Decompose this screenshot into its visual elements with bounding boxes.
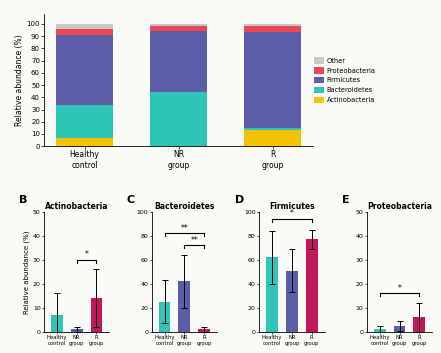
Title: Actinobacteria: Actinobacteria [45,202,108,211]
Title: Firmicutes: Firmicutes [269,202,315,211]
Bar [90,298,102,332]
Bar [150,24,207,26]
Bar [179,281,190,332]
Bar [56,35,113,104]
Bar [198,329,210,332]
Text: B: B [19,195,28,205]
Title: Proteobacteria: Proteobacteria [367,202,432,211]
Text: *: * [290,209,294,219]
Bar [56,104,113,138]
Bar [150,31,207,92]
Bar [56,138,113,146]
Bar [244,24,301,26]
Y-axis label: Relative abundance (%): Relative abundance (%) [23,230,30,313]
Bar [266,257,278,332]
Title: Bacteroidetes: Bacteroidetes [154,202,214,211]
Text: E: E [342,195,350,205]
Bar [71,329,82,332]
Bar [244,26,301,32]
Bar [286,271,298,332]
Text: C: C [127,195,135,205]
Bar [56,24,113,29]
Text: *: * [85,250,89,259]
Legend: Other, Proteobacteria, Firmicutes, Bacteroidetes, Actinobacteria: Other, Proteobacteria, Firmicutes, Bacte… [314,57,375,103]
Y-axis label: Relative abundance (%): Relative abundance (%) [15,34,24,126]
Bar [374,329,386,332]
Bar [51,315,63,332]
Text: **: ** [191,236,198,245]
Bar [244,130,301,146]
Bar [413,317,425,332]
Bar [150,92,207,146]
Bar [159,302,171,332]
Text: *: * [398,284,401,293]
Text: **: ** [180,224,188,233]
Bar [244,128,301,130]
Bar [394,326,405,332]
Text: D: D [235,195,244,205]
Bar [244,32,301,128]
Bar [56,29,113,35]
Bar [306,239,318,332]
Bar [150,26,207,31]
